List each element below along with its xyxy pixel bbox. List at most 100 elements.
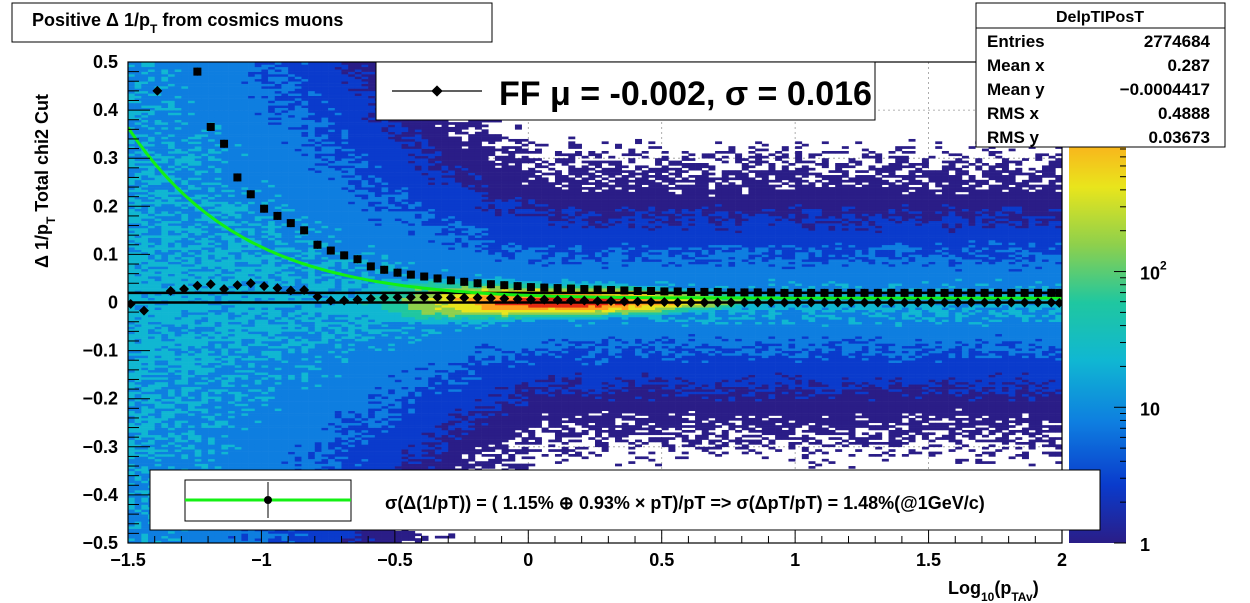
heatmap-cell: [128, 192, 135, 195]
heatmap-cell: [195, 437, 202, 440]
heatmap-cell: [275, 96, 282, 99]
heatmap-cell: [128, 461, 135, 464]
heatmap-cell: [268, 406, 275, 409]
heatmap-cell: [195, 163, 202, 166]
heatmap-cell: [161, 139, 168, 142]
heatmap-cell: [181, 88, 188, 91]
heatmap-cell: [228, 199, 235, 202]
heatmap-cell: [228, 158, 235, 161]
heatmap-cell: [248, 274, 255, 277]
heatmap-cell: [288, 161, 295, 164]
heatmap-cell: [135, 269, 142, 272]
heatmap-cell: [135, 74, 142, 77]
heatmap-cell: [168, 423, 175, 426]
heatmap-cell: [241, 353, 248, 356]
heatmap-cell: [268, 180, 275, 183]
heatmap-cell: [281, 161, 288, 164]
heatmap-cell: [281, 146, 288, 149]
heatmap-cell: [148, 363, 155, 366]
heatmap-cell: [228, 259, 235, 262]
heatmap-cell: [128, 218, 135, 221]
heatmap-cell: [148, 283, 155, 286]
heatmap-cell: [148, 322, 155, 325]
heatmap-cell: [181, 105, 188, 108]
heatmap-cell: [155, 464, 162, 467]
heatmap-cell: [175, 113, 182, 116]
heatmap-cell: [175, 238, 182, 241]
heatmap-cell: [181, 127, 188, 130]
heatmap-cell: [141, 226, 148, 229]
heatmap-cell: [175, 93, 182, 96]
heatmap-cell: [168, 247, 175, 250]
heatmap-cell: [181, 334, 188, 337]
heatmap-cell: [168, 461, 175, 464]
heatmap-cell: [241, 459, 248, 462]
heatmap-cell: [148, 389, 155, 392]
heatmap-cell: [235, 168, 242, 171]
heatmap-cell: [208, 401, 215, 404]
heatmap-cell: [248, 322, 255, 325]
heatmap-cell: [141, 322, 148, 325]
heatmap-cell: [175, 242, 182, 245]
heatmap-cell: [155, 413, 162, 416]
heatmap-cell: [168, 274, 175, 277]
heatmap-cell: [261, 322, 268, 325]
heatmap-cell: [141, 262, 148, 265]
heatmap-cell: [248, 437, 255, 440]
heatmap-cell: [268, 187, 275, 190]
heatmap-cell: [288, 459, 295, 462]
heatmap-cell: [261, 406, 268, 409]
heatmap-cell: [221, 266, 228, 269]
heatmap-cell: [235, 161, 242, 164]
heatmap-cell: [255, 226, 262, 229]
heatmap-cell: [201, 180, 208, 183]
heatmap-cell: [228, 459, 235, 462]
heatmap-cell: [161, 161, 168, 164]
heatmap-cell: [161, 348, 168, 351]
heatmap-cell: [161, 156, 168, 159]
heatmap-cell: [208, 331, 215, 334]
heatmap-cell: [181, 161, 188, 164]
heatmap-cell: [281, 341, 288, 344]
heatmap-cell: [268, 173, 275, 176]
heatmap-cell: [241, 69, 248, 72]
heatmap-cell: [221, 96, 228, 99]
heatmap-cell: [241, 93, 248, 96]
heatmap-cell: [181, 454, 188, 457]
heatmap-cell: [248, 226, 255, 229]
heatmap-cell: [268, 264, 275, 267]
heatmap-cell: [128, 209, 135, 212]
heatmap-cell: [261, 324, 268, 327]
heatmap-cell: [261, 440, 268, 443]
heatmap-cell: [228, 358, 235, 361]
heatmap-cell: [228, 312, 235, 315]
heatmap-cell: [281, 187, 288, 190]
heatmap-cell: [168, 254, 175, 257]
heatmap-cell: [275, 305, 282, 308]
heatmap-cell: [228, 235, 235, 238]
heatmap-cell: [215, 343, 222, 346]
heatmap-cell: [148, 115, 155, 118]
heatmap-cell: [288, 185, 295, 188]
heatmap-cell: [275, 144, 282, 147]
heatmap-cell: [248, 216, 255, 219]
heatmap-cell: [168, 69, 175, 72]
heatmap-cell: [148, 74, 155, 77]
heatmap-cell: [235, 194, 242, 197]
heatmap-cell: [281, 312, 288, 315]
heatmap-cell: [241, 98, 248, 101]
heatmap-cell: [141, 69, 148, 72]
heatmap-cell: [181, 110, 188, 113]
heatmap-cell: [141, 375, 148, 378]
heatmap-cell: [141, 228, 148, 231]
heatmap-cell: [168, 252, 175, 255]
heatmap-cell: [248, 379, 255, 382]
heatmap-cell: [148, 538, 155, 541]
heatmap-cell: [188, 235, 195, 238]
heatmap-cell: [208, 396, 215, 399]
heatmap-cell: [268, 423, 275, 426]
heatmap-cell: [208, 360, 215, 363]
heatmap-cell: [275, 156, 282, 159]
heatmap-cell: [168, 223, 175, 226]
